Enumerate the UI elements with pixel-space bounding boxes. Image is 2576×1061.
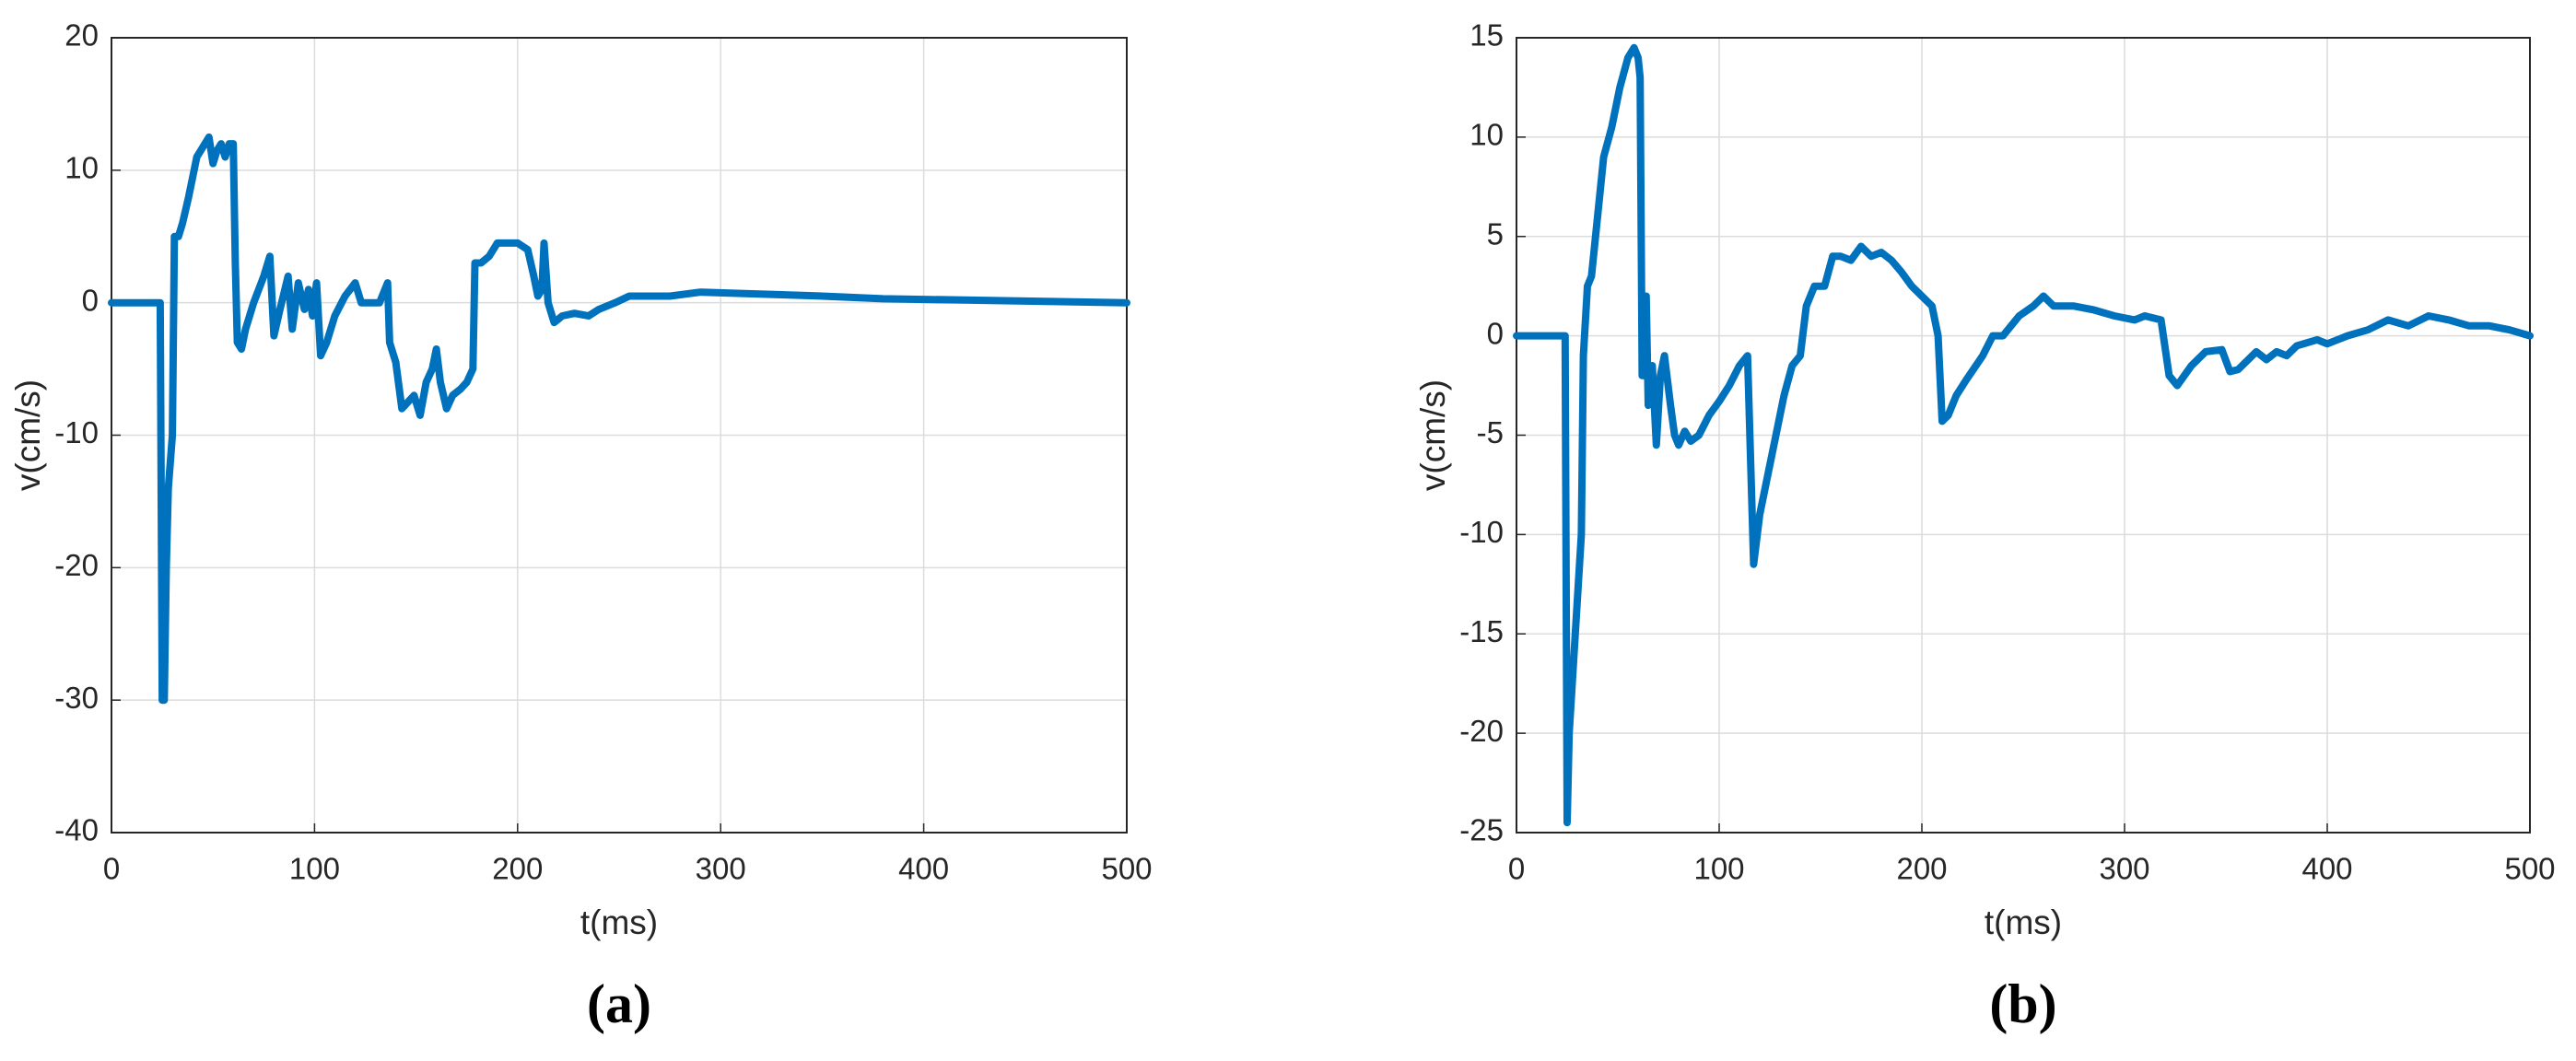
- x-tick-label: 200: [492, 852, 543, 886]
- y-tick-label: -5: [1477, 415, 1504, 449]
- x-axis-label: t(ms): [580, 904, 658, 941]
- x-tick-label: 400: [898, 852, 949, 886]
- y-tick-label: 10: [64, 151, 99, 185]
- panel-caption: (b): [1989, 974, 2056, 1034]
- y-tick-label: -15: [1459, 614, 1504, 648]
- x-tick-label: 500: [2504, 852, 2555, 886]
- y-tick-label: 0: [1487, 316, 1504, 350]
- y-tick-label: -10: [1459, 515, 1504, 549]
- y-tick-label: -20: [1459, 714, 1504, 748]
- x-tick-label: 100: [289, 852, 340, 886]
- x-tick-label: 200: [1896, 852, 1947, 886]
- y-tick-label: -25: [1459, 813, 1504, 847]
- y-axis-label: v(cm/s): [9, 379, 47, 491]
- y-tick-label: 15: [1469, 18, 1504, 52]
- panel-caption: (a): [587, 974, 651, 1034]
- y-tick-label: -30: [54, 681, 99, 715]
- data-line: [1513, 43, 2534, 827]
- y-tick-label: -40: [54, 813, 99, 847]
- x-tick-label: 0: [1508, 852, 1525, 886]
- x-tick-label: 400: [2301, 852, 2352, 886]
- x-axis-label: t(ms): [1985, 904, 2062, 941]
- y-tick-label: 20: [64, 18, 99, 52]
- y-tick-label: -10: [54, 415, 99, 449]
- x-tick-label: 300: [696, 852, 746, 886]
- plot-frame: [111, 37, 1128, 834]
- data-line: [108, 133, 1130, 705]
- y-tick-label: 0: [82, 283, 99, 317]
- x-tick-label: 500: [1101, 852, 1152, 886]
- x-tick-label: 100: [1693, 852, 1744, 886]
- plot-frame: [1516, 37, 2531, 834]
- y-axis-label: v(cm/s): [1414, 379, 1452, 491]
- y-tick-label: 5: [1487, 216, 1504, 251]
- y-tick-label: 10: [1469, 118, 1504, 152]
- x-tick-label: 0: [103, 852, 120, 886]
- x-tick-label: 300: [2099, 852, 2149, 886]
- y-tick-label: -20: [54, 548, 99, 582]
